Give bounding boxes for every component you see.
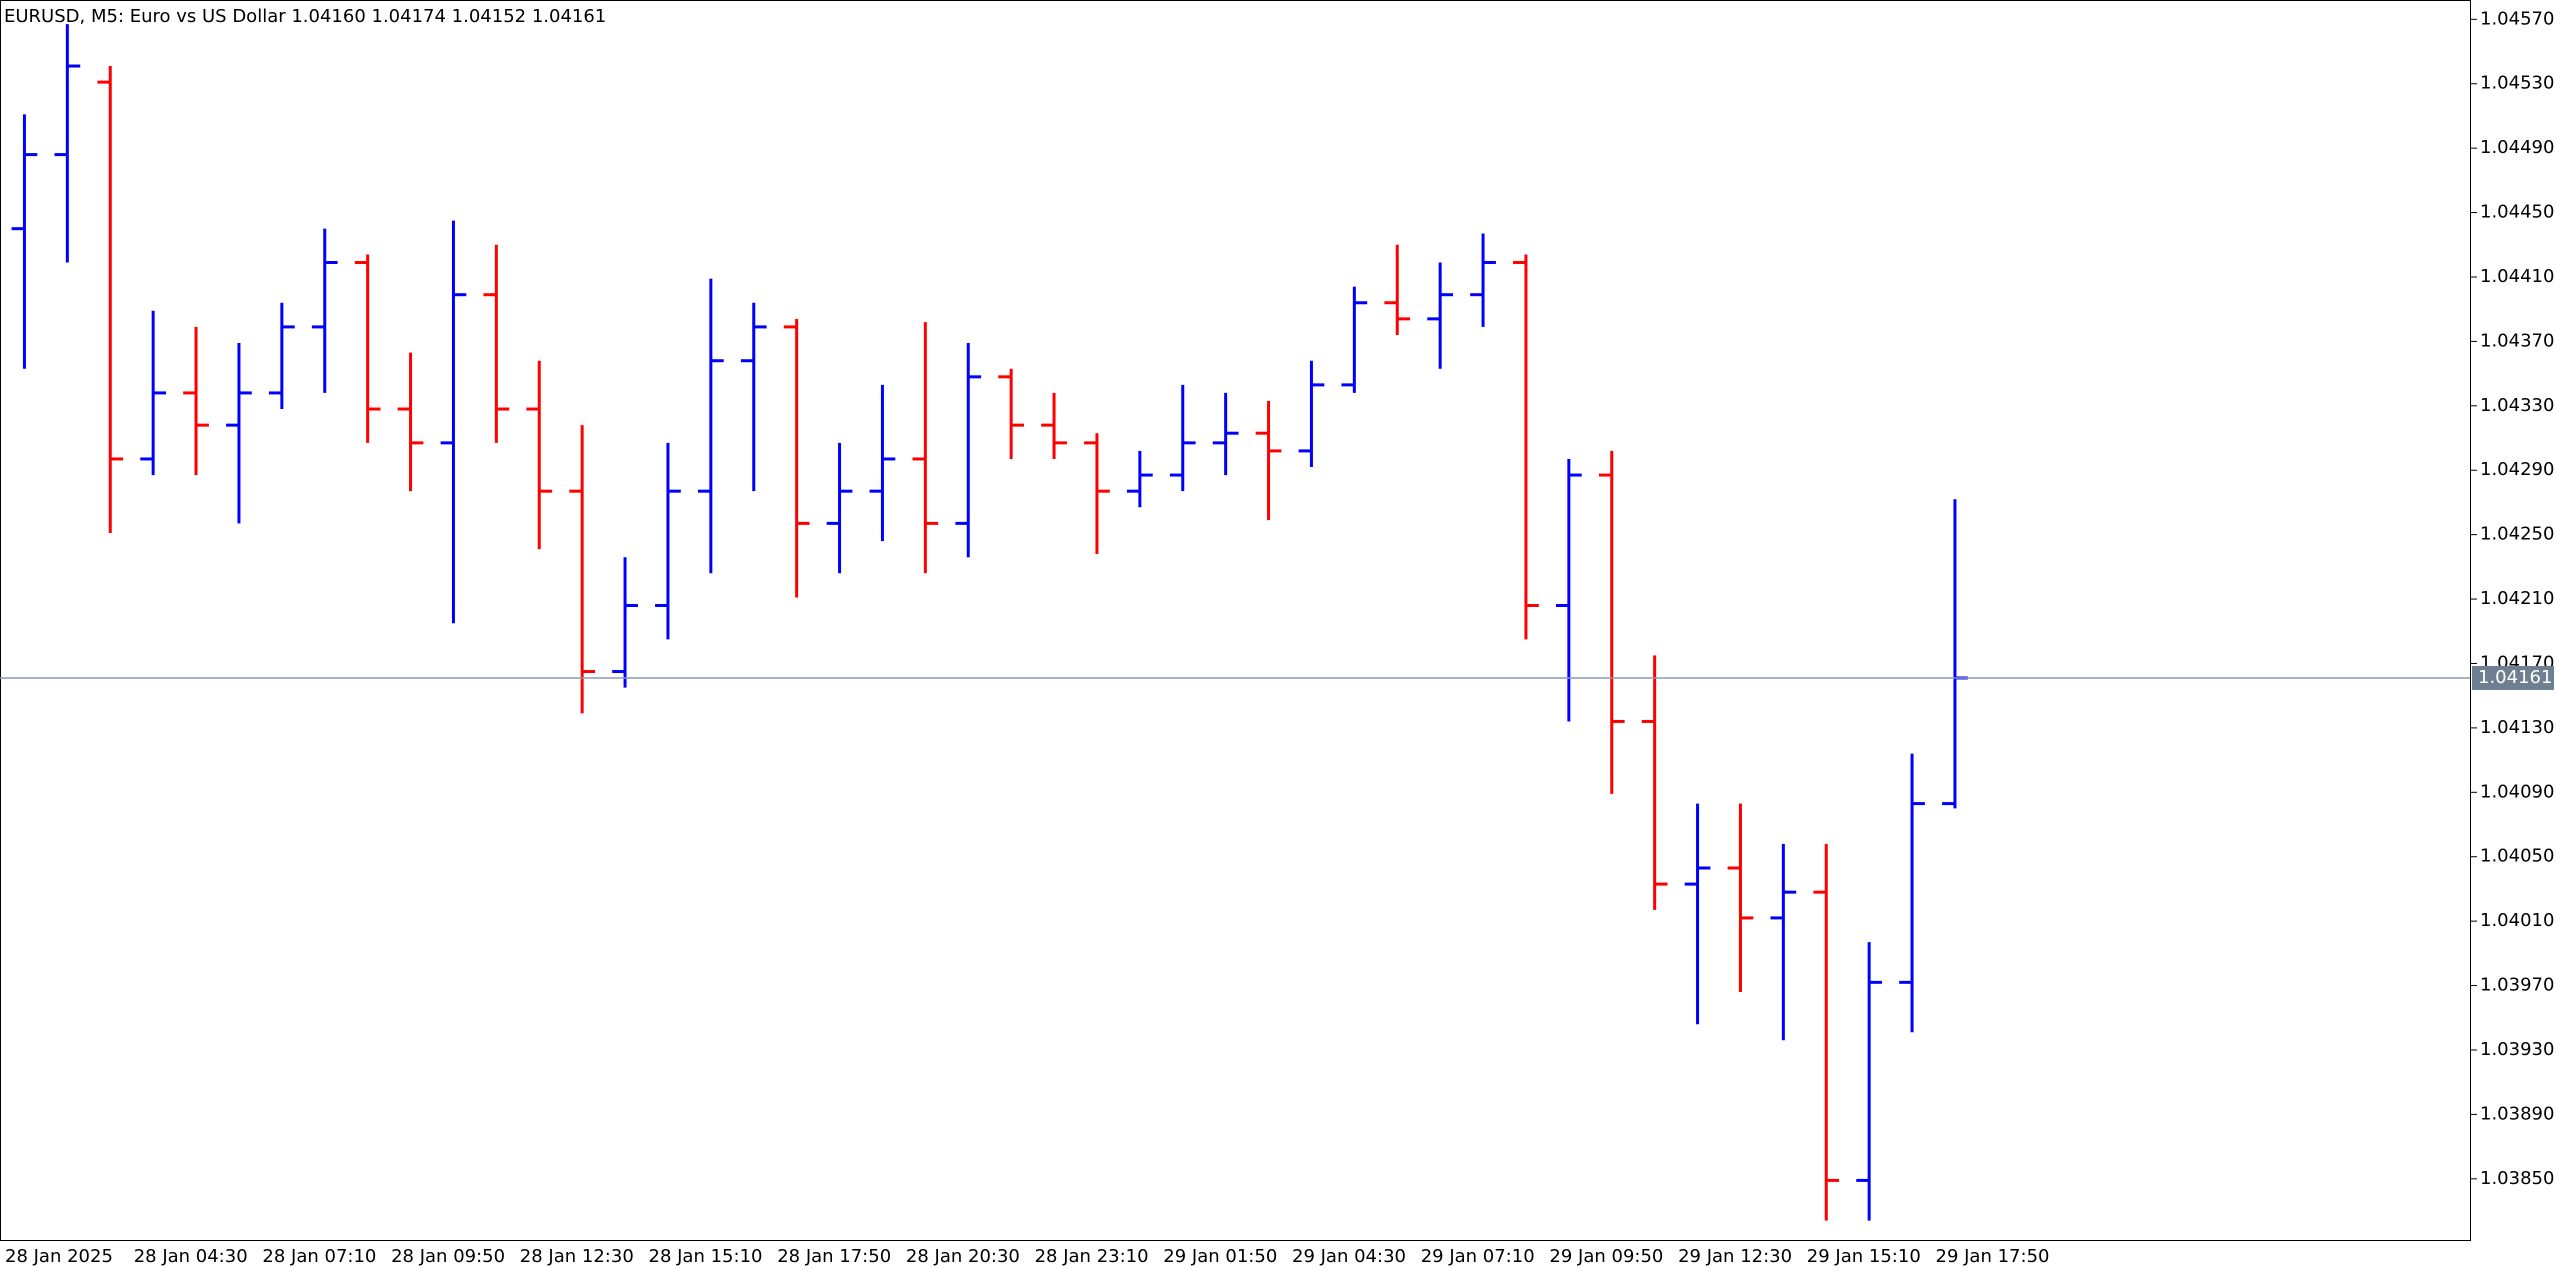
- x-tick-label: 29 Jan 12:30: [1678, 1246, 1792, 1267]
- y-tick-label: 1.04250: [2480, 524, 2554, 545]
- price-label-box: [2472, 665, 2554, 690]
- chart-title: EURUSD, M5: Euro vs US Dollar 1.04160 1.…: [4, 6, 606, 27]
- x-tick-label: 28 Jan 12:30: [520, 1246, 634, 1267]
- y-tick-label: 1.04530: [2480, 73, 2554, 94]
- y-tick-label: 1.04330: [2480, 395, 2554, 416]
- y-tick-label: 1.03970: [2480, 975, 2554, 996]
- x-tick-label: 28 Jan 20:30: [906, 1246, 1020, 1267]
- y-tick-label: 1.04210: [2480, 588, 2554, 609]
- x-tick-label: 28 Jan 2025: [5, 1246, 113, 1267]
- y-tick-label: 1.04570: [2480, 8, 2554, 29]
- x-tick-label: 29 Jan 07:10: [1421, 1246, 1535, 1267]
- x-tick-label: 28 Jan 07:10: [262, 1246, 376, 1267]
- y-tick-label: 1.04010: [2480, 910, 2554, 931]
- x-tick-label: 28 Jan 09:50: [391, 1246, 505, 1267]
- x-tick-label: 28 Jan 23:10: [1035, 1246, 1149, 1267]
- x-tick-label: 28 Jan 15:10: [649, 1246, 763, 1267]
- x-tick-label: 28 Jan 04:30: [134, 1246, 248, 1267]
- y-tick-label: 1.04370: [2480, 330, 2554, 351]
- y-tick-label: 1.04090: [2480, 781, 2554, 802]
- x-tick-label: 29 Jan 17:50: [1936, 1246, 2050, 1267]
- y-tick-label: 1.04410: [2480, 266, 2554, 287]
- y-tick-label: 1.04290: [2480, 459, 2554, 480]
- y-tick-label: 1.04450: [2480, 202, 2554, 223]
- price-label: 1.04161: [2478, 667, 2552, 688]
- x-tick-label: 29 Jan 04:30: [1292, 1246, 1406, 1267]
- x-tick-label: 29 Jan 15:10: [1807, 1246, 1921, 1267]
- y-tick-label: 1.04490: [2480, 137, 2554, 158]
- y-tick-label: 1.03850: [2480, 1168, 2554, 1189]
- plot-frame: [0, 0, 2471, 1241]
- y-tick-label: 1.04130: [2480, 717, 2554, 738]
- x-tick-label: 29 Jan 01:50: [1163, 1246, 1277, 1267]
- y-tick-label: 1.03930: [2480, 1039, 2554, 1060]
- x-tick-label: 29 Jan 09:50: [1549, 1246, 1663, 1267]
- x-tick-label: 28 Jan 17:50: [777, 1246, 891, 1267]
- y-tick-label: 1.03890: [2480, 1103, 2554, 1124]
- y-tick-label: 1.04050: [2480, 846, 2554, 867]
